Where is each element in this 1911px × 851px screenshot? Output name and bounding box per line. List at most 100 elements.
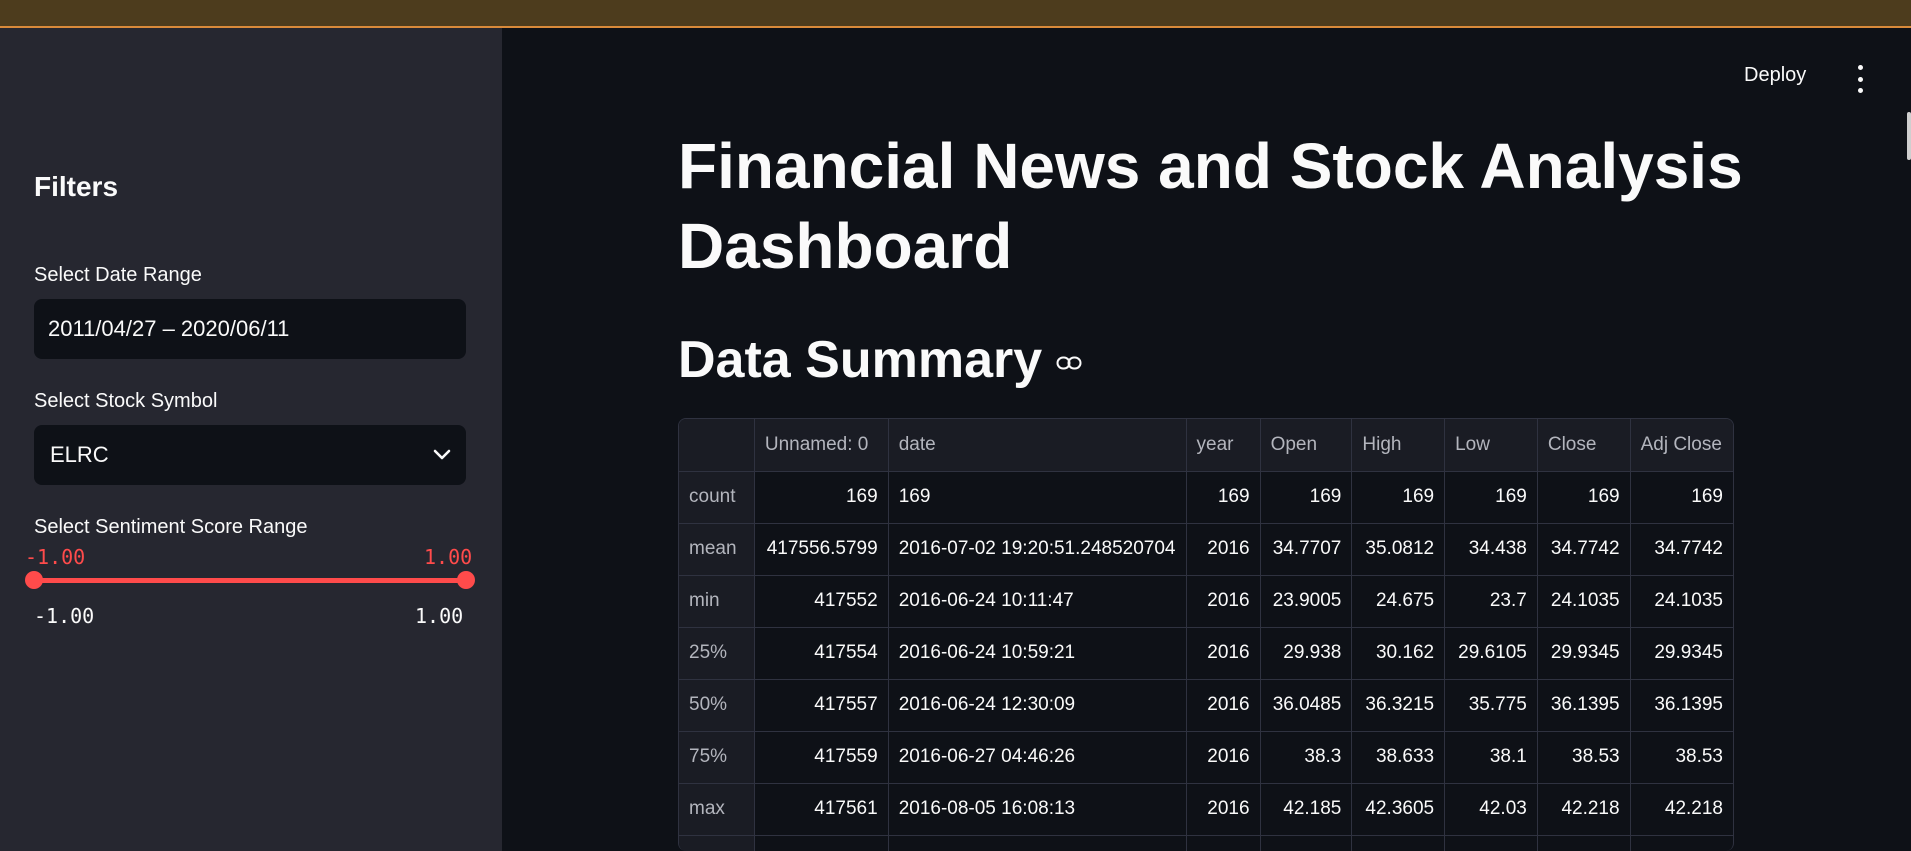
table-cell[interactable]: 169: [888, 471, 1187, 524]
table-cell[interactable]: 169: [1444, 471, 1538, 524]
table-cell[interactable]: 35.0812: [1351, 523, 1446, 576]
table-cell[interactable]: 2016-06-24 12:30:09: [888, 679, 1187, 732]
date-range-label: Select Date Range: [34, 264, 202, 286]
table-column-header[interactable]: [679, 419, 755, 472]
table-column-header[interactable]: Unnamed: 0: [754, 419, 889, 472]
section-title-wrap: Data Summary: [678, 330, 1082, 390]
table-cell[interactable]: 42.03: [1444, 783, 1538, 836]
table-cell[interactable]: 24.675: [1351, 575, 1446, 628]
table-column-header[interactable]: year: [1186, 419, 1261, 472]
table-cell[interactable]: 169: [1630, 471, 1733, 524]
link-icon[interactable]: [1056, 356, 1082, 370]
table-cell[interactable]: [1351, 835, 1446, 851]
table-cell[interactable]: 36.1395: [1630, 679, 1733, 732]
table-cell[interactable]: 2016-06-24 10:59:21: [888, 627, 1187, 680]
table-cell[interactable]: 169: [1186, 471, 1261, 524]
table-cell[interactable]: 23.7: [1444, 575, 1538, 628]
table-cell[interactable]: 417554: [754, 627, 889, 680]
table-cell[interactable]: 417552: [754, 575, 889, 628]
table-cell[interactable]: 2016: [1186, 575, 1261, 628]
date-range-value: 2011/04/27 – 2020/06/11: [48, 316, 290, 341]
table-cell[interactable]: [754, 835, 889, 851]
table-cell[interactable]: 2016: [1186, 783, 1261, 836]
table-cell[interactable]: 24.1035: [1537, 575, 1631, 628]
table-cell[interactable]: 2016-08-05 16:08:13: [888, 783, 1187, 836]
table-cell[interactable]: 169: [1351, 471, 1446, 524]
table-column-header[interactable]: Open: [1260, 419, 1353, 472]
date-range-input[interactable]: 2011/04/27 – 2020/06/11: [34, 299, 466, 359]
table-cell[interactable]: 42.185: [1260, 783, 1353, 836]
table-column-header[interactable]: date: [888, 419, 1187, 472]
table-cell[interactable]: [1260, 835, 1353, 851]
stock-symbol-value: ELRC: [50, 442, 109, 467]
table-column-header[interactable]: Low: [1444, 419, 1538, 472]
table-cell[interactable]: 417561: [754, 783, 889, 836]
table-cell[interactable]: 34.438: [1444, 523, 1538, 576]
scrollbar-thumb[interactable]: [1907, 112, 1911, 160]
table-cell[interactable]: [1444, 835, 1538, 851]
table-cell[interactable]: 2016: [1186, 679, 1261, 732]
table-column-header[interactable]: Adj Close: [1630, 419, 1733, 472]
table-cell[interactable]: 2016-06-27 04:46:26: [888, 731, 1187, 784]
row-index-cell[interactable]: 75%: [679, 731, 755, 784]
table-cell[interactable]: 38.3: [1260, 731, 1353, 784]
table-cell[interactable]: 34.7742: [1537, 523, 1631, 576]
table-cell[interactable]: 29.6105: [1444, 627, 1538, 680]
slider-min-label: -1.00: [34, 604, 95, 628]
row-index-cell[interactable]: 50%: [679, 679, 755, 732]
table-cell[interactable]: 169: [754, 471, 889, 524]
table-cell[interactable]: 2016-06-24 10:11:47: [888, 575, 1187, 628]
kebab-menu-icon[interactable]: [1852, 65, 1868, 93]
row-index-cell[interactable]: [679, 835, 755, 851]
table-cell[interactable]: 2016-07-02 19:20:51.248520704: [888, 523, 1187, 576]
table-cell[interactable]: 38.53: [1630, 731, 1733, 784]
table-cell[interactable]: 2016: [1186, 523, 1261, 576]
table-column-header[interactable]: High: [1351, 419, 1446, 472]
table-cell[interactable]: 36.0485: [1260, 679, 1353, 732]
table-cell[interactable]: 36.3215: [1351, 679, 1446, 732]
table-cell[interactable]: [1630, 835, 1733, 851]
table-cell[interactable]: 35.775: [1444, 679, 1538, 732]
table-cell[interactable]: [888, 835, 1187, 851]
row-index-cell[interactable]: 25%: [679, 627, 755, 680]
table-cell[interactable]: 38.53: [1537, 731, 1631, 784]
table-cell[interactable]: 42.218: [1537, 783, 1631, 836]
table-cell[interactable]: 29.938: [1260, 627, 1353, 680]
table-cell[interactable]: 2016: [1186, 731, 1261, 784]
table-cell[interactable]: 24.1035: [1630, 575, 1733, 628]
table-cell[interactable]: 30.162: [1351, 627, 1446, 680]
table-cell[interactable]: 38.1: [1444, 731, 1538, 784]
table-cell[interactable]: 417559: [754, 731, 889, 784]
sentiment-range-label: Select Sentiment Score Range: [34, 516, 308, 538]
table-cell[interactable]: [1186, 835, 1261, 851]
table-cell[interactable]: 29.9345: [1537, 627, 1631, 680]
table-cell[interactable]: 42.3605: [1351, 783, 1446, 836]
table-cell[interactable]: 23.9005: [1260, 575, 1353, 628]
slider-low-handle[interactable]: [25, 571, 43, 589]
table-cell[interactable]: 2016: [1186, 627, 1261, 680]
table-cell[interactable]: 169: [1537, 471, 1631, 524]
table-cell[interactable]: 34.7742: [1630, 523, 1733, 576]
table-cell[interactable]: [1537, 835, 1631, 851]
table-cell[interactable]: 169: [1260, 471, 1353, 524]
deploy-button[interactable]: Deploy: [1744, 64, 1807, 86]
table-cell[interactable]: 34.7707: [1260, 523, 1353, 576]
table-cell[interactable]: 38.633: [1351, 731, 1446, 784]
row-index-cell[interactable]: count: [679, 471, 755, 524]
table-row: mean 417556.5799 2016-07-02 19:20:51.24852…: [679, 523, 1733, 576]
table-cell[interactable]: 29.9345: [1630, 627, 1733, 680]
table-row: 75% 417559 2016-06-27 04:46:26 2016 38.3 38.6…: [679, 731, 1733, 784]
table-cell[interactable]: 417557: [754, 679, 889, 732]
sentiment-slider-track[interactable]: [34, 578, 466, 583]
table-cell[interactable]: 42.218: [1630, 783, 1733, 836]
table-cell[interactable]: 417556.5799: [754, 523, 889, 576]
stock-symbol-select[interactable]: ELRC: [34, 425, 466, 485]
section-title: Data Summary: [678, 331, 1043, 389]
row-index-cell[interactable]: mean: [679, 523, 755, 576]
row-index-cell[interactable]: min: [679, 575, 755, 628]
slider-low-value: -1.00: [25, 545, 86, 569]
row-index-cell[interactable]: max: [679, 783, 755, 836]
slider-high-handle[interactable]: [457, 571, 475, 589]
table-cell[interactable]: 36.1395: [1537, 679, 1631, 732]
table-column-header[interactable]: Close: [1537, 419, 1631, 472]
